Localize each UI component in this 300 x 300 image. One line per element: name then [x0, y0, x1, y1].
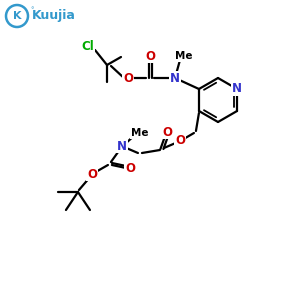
Text: K: K [13, 11, 21, 21]
Text: Me: Me [175, 51, 193, 61]
Text: Kuujia: Kuujia [32, 10, 76, 22]
Text: Cl: Cl [82, 40, 94, 53]
Text: O: O [125, 161, 135, 175]
Text: O: O [175, 134, 185, 148]
Text: °: ° [30, 7, 34, 13]
Text: O: O [123, 71, 133, 85]
Text: O: O [162, 125, 172, 139]
Text: N: N [170, 71, 180, 85]
Text: O: O [87, 167, 97, 181]
Text: Me: Me [131, 128, 149, 138]
Text: N: N [232, 82, 242, 95]
Text: O: O [145, 50, 155, 62]
Text: N: N [117, 140, 127, 152]
